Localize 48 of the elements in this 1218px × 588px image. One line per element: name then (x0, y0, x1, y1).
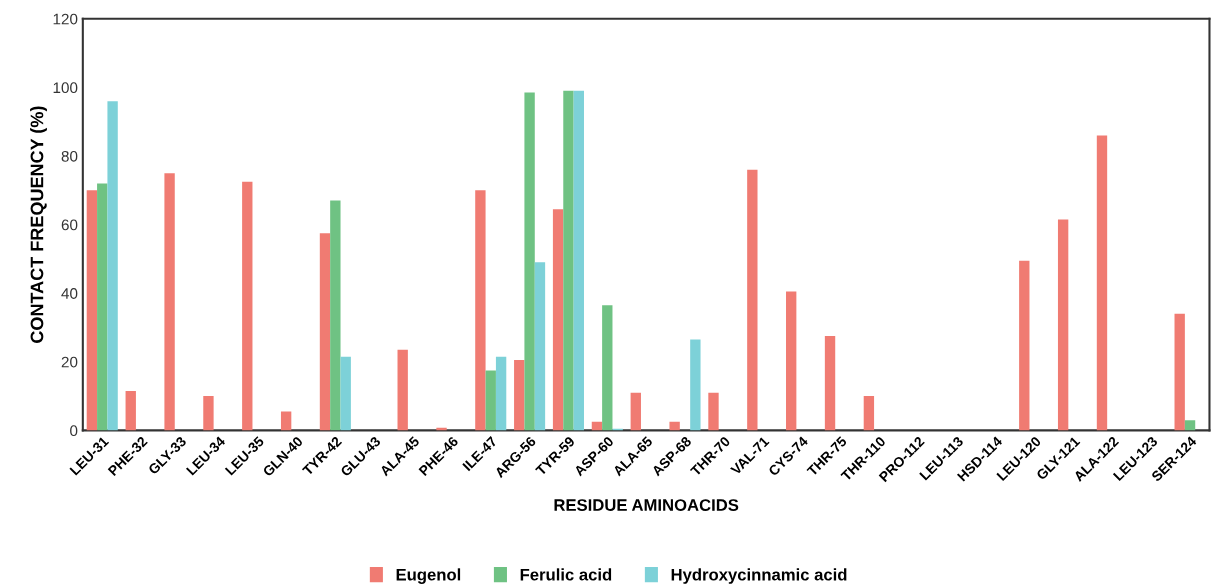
y-tick-label: 20 (61, 356, 78, 368)
bar (552, 209, 564, 431)
bar (397, 349, 408, 431)
bar (242, 181, 253, 431)
bar (330, 200, 341, 431)
bar (475, 190, 486, 431)
bar (1184, 420, 1196, 431)
bar (97, 183, 108, 431)
bar (485, 370, 496, 431)
legend-label: Ferulic acid (520, 568, 612, 581)
y-axis-title: CONTACT FREQUENCY (%) (30, 106, 47, 343)
y-tick-label: 120 (53, 13, 78, 25)
bar (86, 190, 98, 431)
bar (630, 392, 641, 431)
bar (514, 360, 525, 431)
y-tick-label: 100 (53, 82, 78, 94)
bar (524, 92, 535, 431)
bar (203, 396, 214, 431)
bar (1174, 313, 1185, 431)
legend-label: Eugenol (396, 568, 461, 584)
bar (319, 233, 331, 431)
bar (690, 339, 701, 431)
bar (824, 336, 836, 431)
bar (591, 421, 603, 431)
bar (495, 356, 507, 431)
bar (602, 305, 613, 431)
y-tick-label: 40 (61, 288, 78, 299)
x-axis-title: RESIDUE AMINOACIDS (554, 499, 739, 511)
bar (747, 169, 758, 431)
legend-label: Hydroxycinnamic acid (671, 568, 847, 584)
bar (863, 396, 875, 431)
bar (708, 392, 719, 431)
bar (1057, 219, 1069, 431)
bar (563, 90, 574, 431)
y-tick-label: 0 (70, 425, 78, 437)
bar (534, 262, 546, 431)
bar (1019, 260, 1030, 431)
bar (1096, 135, 1108, 431)
y-tick-label: 60 (61, 219, 78, 231)
bar (573, 90, 584, 431)
y-tick-label: 80 (61, 150, 78, 162)
bar (340, 356, 351, 431)
bar (164, 173, 175, 431)
bar (125, 390, 136, 431)
bar (786, 291, 797, 431)
bar (107, 101, 118, 431)
bar (669, 421, 680, 431)
bar (280, 411, 292, 431)
